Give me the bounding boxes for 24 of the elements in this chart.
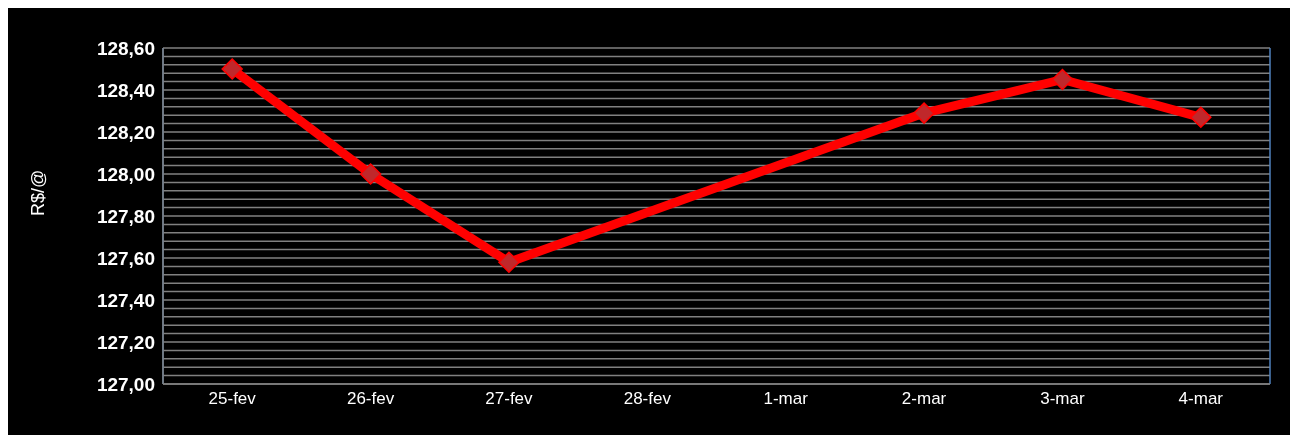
point <box>1051 68 1074 91</box>
x-tick-label: 28-fev <box>623 389 672 409</box>
y-tick-label: 127,20 <box>96 331 155 353</box>
point <box>498 251 520 273</box>
x-tick-label: 27-fev <box>485 389 534 409</box>
y-tick-label: 128,40 <box>96 79 155 101</box>
x-tick-label: 4-mar <box>1178 389 1224 409</box>
y-tick-label: 128,20 <box>96 121 155 143</box>
x-tick-label: 26-fev <box>346 389 395 409</box>
x-tick-label: 3-mar <box>1040 389 1085 409</box>
point <box>221 58 243 80</box>
y-tick-label: 127,40 <box>96 289 155 311</box>
y-tick-label: 128,60 <box>96 37 155 59</box>
y-tick-label: 128,00 <box>96 163 155 185</box>
x-tick-label: 1-mar <box>763 389 809 409</box>
y-tick-label: 127,80 <box>96 205 155 227</box>
x-tick-label: 25-fev <box>208 389 257 409</box>
point <box>913 102 935 124</box>
x-tick-label: 2-mar <box>901 389 947 409</box>
y-tick-label: 127,60 <box>96 247 155 269</box>
y-axis-title: R$/@ <box>28 169 49 216</box>
y-tick-label: 127,00 <box>96 373 155 395</box>
point <box>1190 106 1212 129</box>
point <box>359 163 382 185</box>
